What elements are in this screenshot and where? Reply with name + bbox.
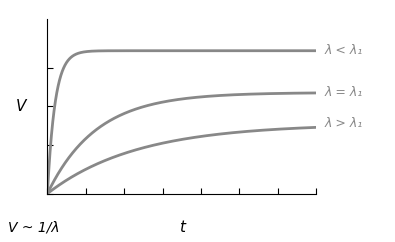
Text: λ > λ₁: λ > λ₁ bbox=[324, 117, 362, 130]
Text: V: V bbox=[15, 99, 26, 114]
Text: V ~ 1/λ: V ~ 1/λ bbox=[8, 221, 60, 235]
Text: t: t bbox=[179, 220, 185, 235]
Text: λ = λ₁: λ = λ₁ bbox=[324, 86, 362, 99]
Text: λ < λ₁: λ < λ₁ bbox=[324, 44, 362, 57]
